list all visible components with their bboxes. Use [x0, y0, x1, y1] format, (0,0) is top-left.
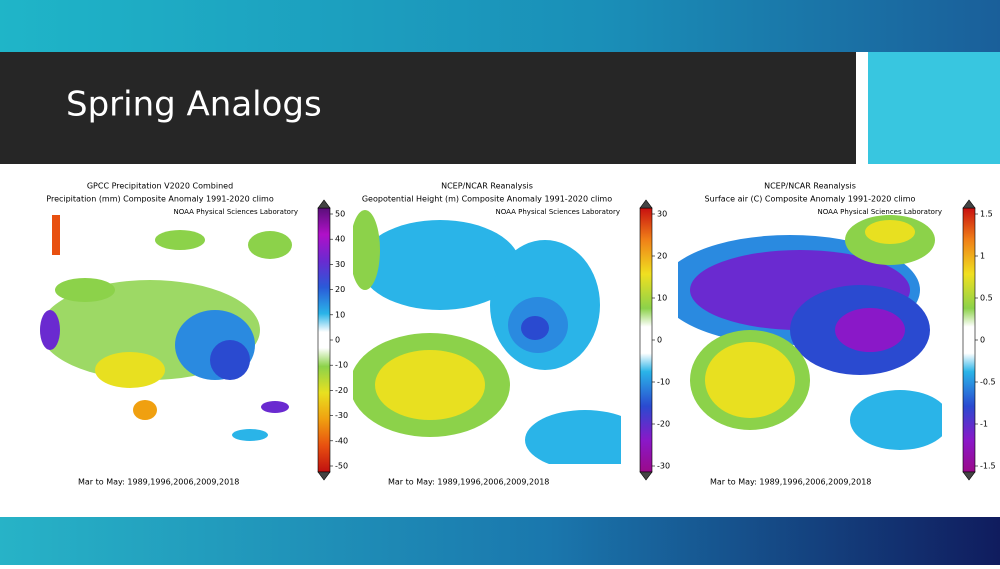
colorbar-arrow — [962, 471, 976, 481]
colorbar-label: -0.5 — [980, 378, 996, 387]
map-precip — [20, 208, 298, 462]
lab-credit: NOAA Physical Sciences Laboratory — [818, 208, 942, 216]
panel-title: Surface air (C) Composite Anomaly 1991-2… — [705, 195, 916, 204]
colorbar-label: 1 — [980, 252, 985, 261]
colorbar-label: -1 — [980, 420, 988, 429]
colorbar-label: 0 — [335, 336, 340, 345]
colorbar-label: 50 — [335, 210, 345, 219]
colorbar-arrow — [639, 471, 653, 481]
accent-block — [868, 52, 1000, 164]
colorbar-arrow — [317, 471, 331, 481]
colorbar-label: -30 — [657, 462, 670, 471]
colorbar-label: -1.5 — [980, 462, 996, 471]
panel-title: NCEP/NCAR Reanalysis — [441, 182, 533, 191]
colorbar-label: 30 — [657, 210, 667, 219]
map-temp — [678, 208, 942, 464]
colorbar-label: -30 — [335, 411, 348, 420]
panel-title: Geopotential Height (m) Composite Anomal… — [362, 195, 612, 204]
colorbar-label: -10 — [657, 378, 670, 387]
lab-credit: NOAA Physical Sciences Laboratory — [496, 208, 620, 216]
colorbar — [962, 207, 976, 473]
colorbar-label: 20 — [335, 285, 345, 294]
map-height — [353, 208, 621, 464]
colorbar-label: -20 — [335, 386, 348, 395]
panel-footer: Mar to May: 1989,1996,2006,2009,2018 — [388, 478, 549, 487]
bottom-band — [0, 517, 1000, 565]
colorbar-label: -20 — [657, 420, 670, 429]
title-bar — [0, 52, 856, 164]
panel-title: Precipitation (mm) Composite Anomaly 199… — [46, 195, 274, 204]
colorbar — [639, 207, 653, 473]
colorbar-label: 10 — [657, 294, 667, 303]
colorbar-arrow — [639, 199, 653, 209]
colorbar-label: 0 — [980, 336, 985, 345]
lab-credit: NOAA Physical Sciences Laboratory — [174, 208, 298, 216]
colorbar-label: 10 — [335, 310, 345, 319]
panel-title: NCEP/NCAR Reanalysis — [764, 182, 856, 191]
colorbar-label: 20 — [657, 252, 667, 261]
panel-title: GPCC Precipitation V2020 Combined — [87, 182, 233, 191]
colorbar-label: 0 — [657, 336, 662, 345]
colorbar-label: 1.5 — [980, 210, 993, 219]
colorbar-label: -10 — [335, 361, 348, 370]
slide-title: Spring Analogs — [66, 85, 322, 125]
colorbar-label: 0.5 — [980, 294, 993, 303]
colorbar-arrow — [962, 199, 976, 209]
colorbar — [317, 207, 331, 473]
colorbar-label: -50 — [335, 462, 348, 471]
panel-footer: Mar to May: 1989,1996,2006,2009,2018 — [78, 478, 239, 487]
panel-footer: Mar to May: 1989,1996,2006,2009,2018 — [710, 478, 871, 487]
colorbar-label: 30 — [335, 260, 345, 269]
colorbar-label: -40 — [335, 436, 348, 445]
colorbar-label: 40 — [335, 235, 345, 244]
colorbar-arrow — [317, 199, 331, 209]
top-band — [0, 0, 1000, 52]
